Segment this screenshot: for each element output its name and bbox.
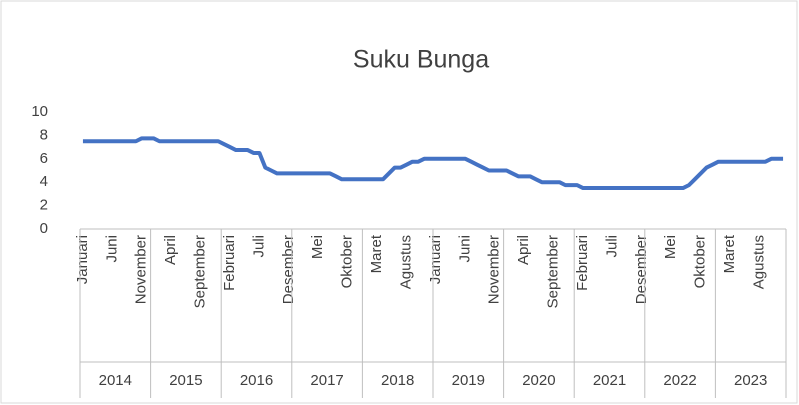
y-tick-label: 10 [31,103,48,120]
year-label: 2023 [734,372,767,389]
x-tick-label: Mei [662,235,679,259]
y-tick-label: 2 [40,197,48,214]
line-series [82,136,784,191]
x-tick-label: April [162,235,179,265]
x-tick-label: November [486,235,503,304]
x-tick-label: Juli [250,235,267,258]
x-tick-label: Desember [280,235,297,304]
y-tick-label: 4 [40,173,48,190]
x-tick-label: September [192,235,209,308]
year-label: 2021 [593,372,626,389]
chart-title: Suku Bunga [353,46,489,74]
x-tick-label: Agustus [750,235,767,289]
year-label: 2018 [381,372,414,389]
y-tick-label: 8 [40,126,48,143]
x-tick-label: Agustus [397,235,414,289]
x-tick-label: Januari [74,235,91,284]
year-label: 2019 [452,372,485,389]
x-tick-label: Mei [309,235,326,259]
x-tick-label: Maret [368,234,385,273]
x-tick-label: Desember [633,235,650,304]
x-tick-label: November [133,235,150,304]
y-tick-label: 6 [40,150,48,167]
x-tick-label: Februari [221,235,238,291]
year-label: 2016 [240,372,273,389]
year-label: 2020 [522,372,555,389]
x-tick-label: Oktober [692,235,709,288]
x-tick-label: Juli [603,235,620,258]
x-tick-label: April [515,235,532,265]
x-tick-label: Maret [721,234,738,273]
year-label: 2022 [663,372,696,389]
x-tick-label: Januari [427,235,444,284]
y-tick-label: 0 [40,220,48,237]
x-tick-label: Februari [574,235,591,291]
x-tick-label: September [545,235,562,308]
x-tick-label: Juni [456,235,473,263]
x-tick-label: Juni [103,235,120,263]
x-tick-label: Oktober [339,235,356,288]
year-label: 2015 [169,372,202,389]
year-label: 2017 [310,372,343,389]
year-label: 2014 [99,372,132,389]
